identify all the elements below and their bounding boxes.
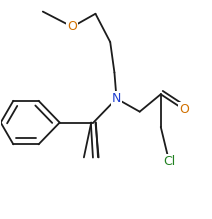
Text: O: O — [179, 103, 189, 116]
Text: Cl: Cl — [163, 155, 175, 168]
Text: N: N — [112, 92, 121, 105]
Text: O: O — [67, 20, 77, 33]
